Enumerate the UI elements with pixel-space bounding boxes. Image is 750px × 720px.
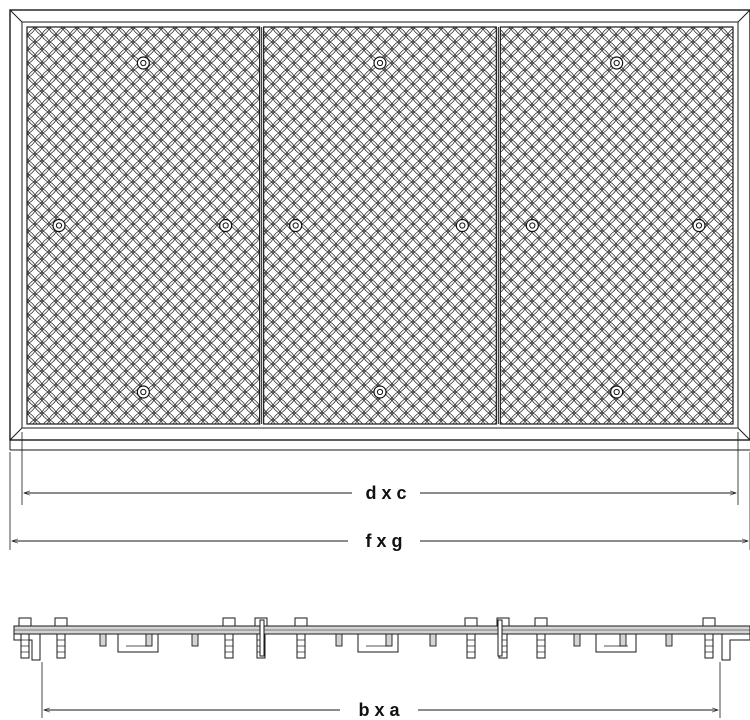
section-rib <box>429 633 437 647</box>
inner-dimension-label: d x c <box>365 483 406 503</box>
section-bolt-head <box>464 617 478 627</box>
panels-group <box>26 26 734 425</box>
bolt-hole-inner <box>459 222 466 229</box>
section-dimension-label: b x a <box>358 700 400 720</box>
section-rib <box>335 633 343 647</box>
section-bolt-head <box>18 617 32 627</box>
section-rib <box>99 633 107 647</box>
plan-dimensions: d x c f x g <box>9 432 750 551</box>
section-bolt-head <box>222 617 236 627</box>
section-rib <box>619 633 627 647</box>
bolt-hole-inner <box>613 388 620 396</box>
bolt-hole-inner <box>376 388 384 396</box>
section-bolt-head <box>702 617 716 627</box>
bolt-hole <box>610 385 624 399</box>
bolt-hole-inner <box>529 222 536 229</box>
section-bolt-head <box>294 617 308 627</box>
bolt-hole <box>136 385 150 399</box>
bolt-hole <box>692 218 706 233</box>
section-bolt-head <box>496 617 510 627</box>
bolt-hole-inner <box>55 222 63 229</box>
section-rib <box>573 633 581 647</box>
bolt-hole <box>373 385 387 399</box>
section-dimensions: b x a <box>41 662 721 720</box>
section-bolt-head <box>54 617 68 627</box>
bolt-hole <box>289 218 303 233</box>
frame-lip <box>21 21 739 429</box>
section-joint <box>259 619 265 657</box>
section-parts <box>18 617 716 659</box>
section-rib <box>665 633 673 647</box>
section-bracket <box>117 634 159 653</box>
section-frame-left <box>13 633 41 661</box>
bolt-hole <box>610 56 624 70</box>
bolt-hole <box>525 218 539 233</box>
section-joint <box>497 619 503 657</box>
bolt-hole <box>219 218 233 233</box>
section-view <box>13 617 750 661</box>
bolt-hole-inner <box>613 59 620 67</box>
bolt-hole <box>455 218 469 233</box>
section-frame-right <box>721 633 750 661</box>
bolt-hole <box>52 218 66 233</box>
plan-view <box>9 9 750 451</box>
bolt-hole <box>373 56 387 70</box>
bolt-hole-inner <box>376 59 384 67</box>
bolt-hole-inner <box>292 222 299 229</box>
section-bracket <box>357 634 399 653</box>
bolt-hole-inner <box>695 222 703 229</box>
section-bracket <box>595 634 637 653</box>
outer-dimension-label: f x g <box>365 531 402 551</box>
bolt-hole-inner <box>140 59 147 67</box>
section-rib <box>191 633 199 647</box>
bolt-hole-inner <box>140 388 147 396</box>
section-bolt-head <box>534 617 548 627</box>
bolt-hole-inner <box>222 222 229 229</box>
section-rib <box>145 633 153 647</box>
bolt-hole <box>136 56 150 70</box>
section-rib <box>385 633 393 647</box>
